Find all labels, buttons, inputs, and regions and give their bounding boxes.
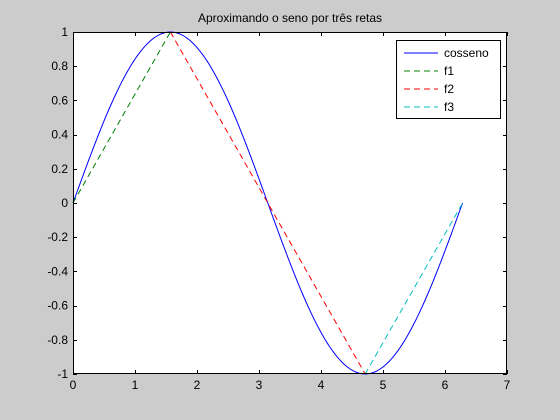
y-tick-label: 0.2 — [51, 162, 68, 176]
legend-label-cosseno: cosseno — [444, 46, 489, 60]
legend-label-f2: f2 — [444, 82, 454, 96]
y-tick-label: 0.6 — [51, 93, 68, 107]
x-tick-label: 3 — [256, 378, 263, 392]
series-line-f1 — [72, 31, 171, 204]
y-tick-label: -0.4 — [47, 264, 68, 278]
x-tick-label: 1 — [132, 378, 139, 392]
axis-layer: 0 1 2 3 4 5 6 7 -1 -0.8 -0.6 -0.4 -0.2 0 0.2 0.4 0.6 0.8 1 — [47, 25, 510, 392]
x-tick-label: 0 — [70, 378, 77, 392]
series-line-f2 — [169, 31, 366, 375]
x-tick-label: 2 — [194, 378, 201, 392]
x-tick-label: 5 — [380, 378, 387, 392]
x-tick-label: 7 — [504, 378, 511, 392]
series-line-f3 — [364, 202, 463, 375]
legend: cosseno f1 f2 f3 — [396, 40, 501, 119]
y-tick-label: -0.8 — [47, 333, 68, 347]
y-tick-label: 1 — [61, 25, 68, 39]
y-tick-label: 0 — [61, 196, 68, 210]
y-tick-label: -0.6 — [47, 299, 68, 313]
series-layer — [72, 31, 464, 375]
x-tick-label: 4 — [318, 378, 325, 392]
y-tick-label: -0.2 — [47, 230, 68, 244]
y-tick-label: -1 — [57, 367, 68, 381]
chart-title: Aproximando o seno por três retas — [198, 11, 382, 25]
x-tick-label: 6 — [442, 378, 449, 392]
y-tick-label: 0.4 — [51, 128, 68, 142]
legend-label-f1: f1 — [444, 64, 454, 78]
legend-label-f3: f3 — [444, 100, 454, 114]
series-line-cosseno — [72, 31, 464, 375]
y-tick-label: 0.8 — [51, 59, 68, 73]
